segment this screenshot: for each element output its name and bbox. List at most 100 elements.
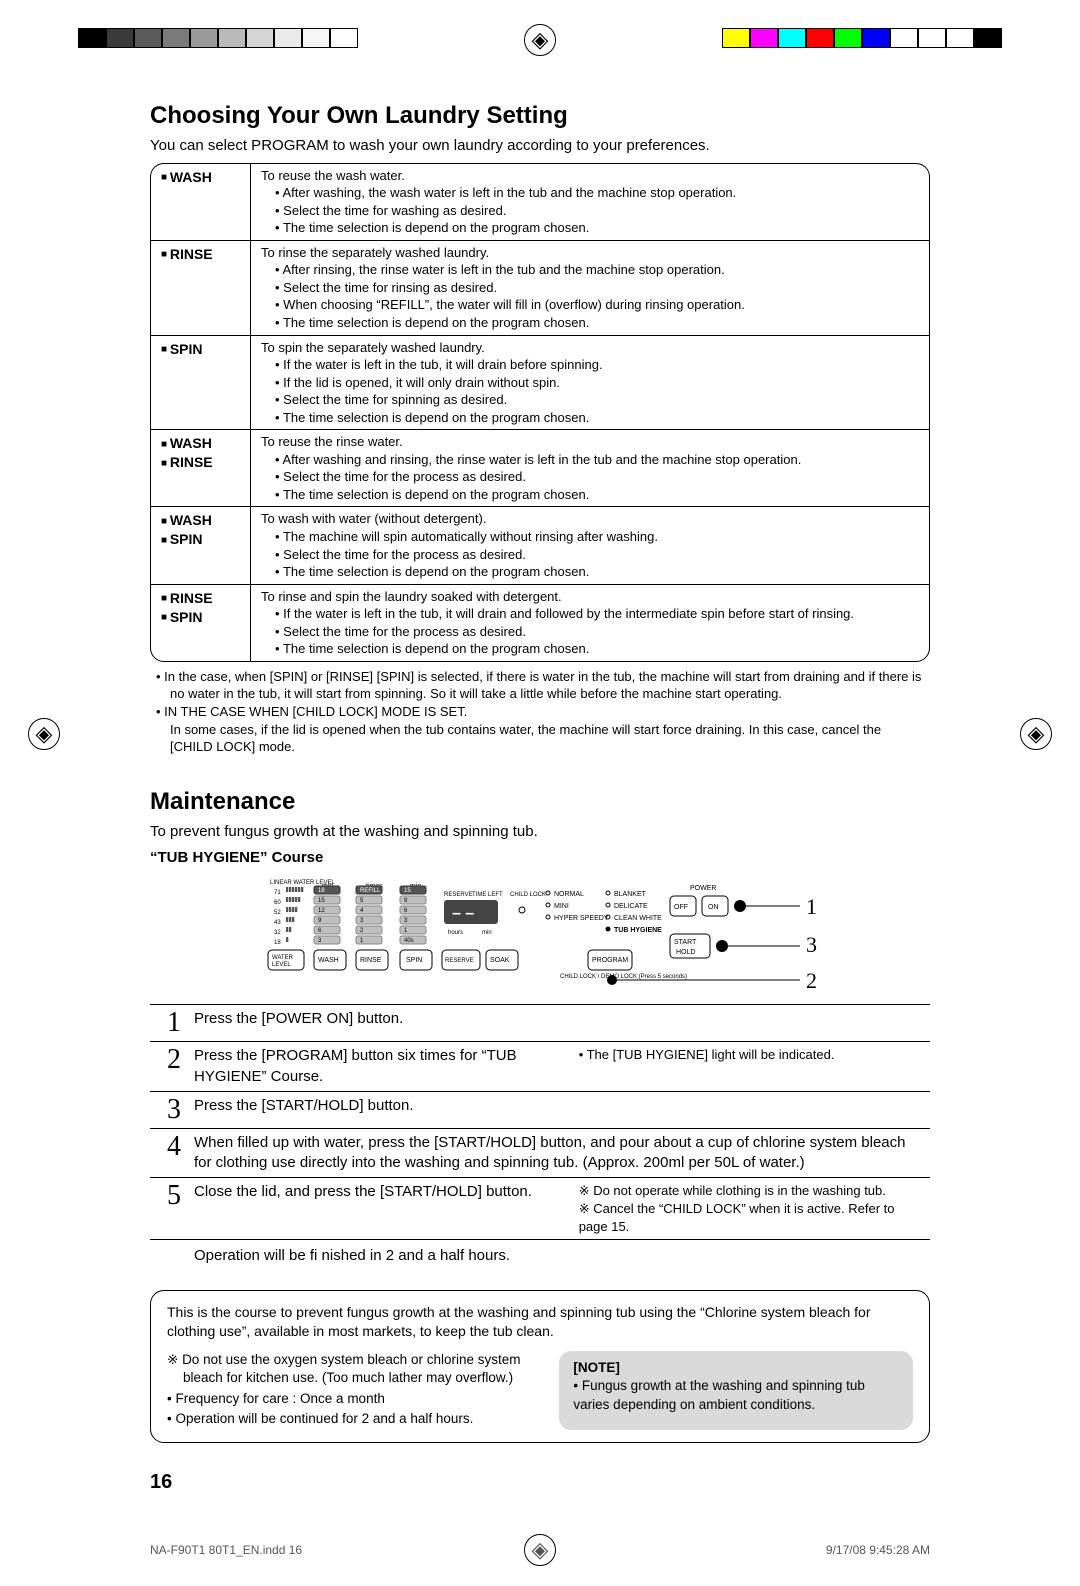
step-side-item: Do not operate while clothing is in the … — [579, 1182, 926, 1200]
program-row: WASHTo reuse the wash water.After washin… — [151, 164, 929, 240]
program-body: To rinse and spin the laundry soaked wit… — [251, 585, 929, 661]
svg-text:40s: 40s — [404, 938, 414, 944]
step-row: 3Press the [START/HOLD] button. — [150, 1092, 930, 1129]
program-lead: To reuse the wash water. — [261, 167, 919, 185]
step-side-item: Cancel the “CHILD LOCK” when it is activ… — [579, 1200, 926, 1235]
svg-text:MINI: MINI — [554, 903, 569, 910]
program-item: The time selection is depend on the prog… — [275, 640, 919, 658]
tub-hygiene-callout: This is the course to prevent fungus gro… — [150, 1290, 930, 1443]
program-item: If the water is left in the tub, it will… — [275, 605, 919, 623]
step-main: Press the [PROGRAM] button six times for… — [194, 1046, 559, 1087]
svg-text:WATER: WATER — [272, 955, 294, 961]
svg-text:NORMAL: NORMAL — [554, 891, 584, 898]
program-lead: To rinse the separately washed laundry. — [261, 244, 919, 262]
svg-text:CHILD LOCK / DEMO LOCK (Press: CHILD LOCK / DEMO LOCK (Press 5 seconds) — [560, 974, 687, 980]
callout-item: Frequency for care : Once a month — [167, 1390, 541, 1408]
callout-item: Operation will be continued for 2 and a … — [167, 1410, 541, 1428]
step-main: When filled up with water, press the [ST… — [194, 1133, 926, 1174]
print-swatch — [330, 28, 358, 48]
step-row: 5Close the lid, and press the [START/HOL… — [150, 1178, 930, 1240]
control-panel-diagram: .t6 { font: 6px Arial; } .t7 { font: 7px… — [260, 874, 820, 994]
program-item: Select the time for the process as desir… — [275, 546, 919, 564]
print-swatch — [274, 28, 302, 48]
program-label: WASHRINSE — [151, 430, 251, 506]
program-item: The time selection is depend on the prog… — [275, 409, 919, 427]
program-lead: To spin the separately washed laundry. — [261, 339, 919, 357]
program-item: When choosing “REFILL”, the water will f… — [275, 296, 919, 314]
program-item: Select the time for rinsing as desired. — [275, 279, 919, 297]
program-item: If the lid is opened, it will only drain… — [275, 374, 919, 392]
program-label-line: SPIN — [161, 340, 242, 359]
svg-text:HYPER SPEEDY: HYPER SPEEDY — [554, 915, 609, 922]
program-label-line: SPIN — [161, 608, 242, 627]
program-item: Select the time for spinning as desired. — [275, 391, 919, 409]
program-label-line: RINSE — [161, 245, 242, 264]
program-item: Select the time for the process as desir… — [275, 468, 919, 486]
svg-text:TIME LEFT: TIME LEFT — [472, 892, 503, 898]
footer-filename: NA-F90T1 80T1_EN.indd 16 — [150, 1542, 302, 1558]
step-number: 4 — [154, 1133, 194, 1161]
print-swatch — [750, 28, 778, 48]
svg-text:3: 3 — [806, 932, 817, 957]
page-number: 16 — [150, 1469, 930, 1496]
program-item: After rinsing, the rinse water is left i… — [275, 261, 919, 279]
section-intro: To prevent fungus growth at the washing … — [150, 822, 930, 842]
svg-text:RINSE: RINSE — [360, 957, 382, 964]
program-label: RINSE — [151, 241, 251, 335]
step-side: Do not operate while clothing is in the … — [579, 1182, 926, 1235]
footer-timestamp: 9/17/08 9:45:28 AM — [826, 1542, 930, 1558]
program-item: After washing and rinsing, the rinse wat… — [275, 451, 919, 469]
program-label-line: RINSE — [161, 453, 242, 472]
program-body: To rinse the separately washed laundry.A… — [251, 241, 929, 335]
step-row: 4When filled up with water, press the [S… — [150, 1129, 930, 1179]
program-row: RINSESPINTo rinse and spin the laundry s… — [151, 584, 929, 661]
svg-text:BLANKET: BLANKET — [614, 891, 647, 898]
step-side: • The [TUB HYGIENE] light will be indica… — [579, 1046, 926, 1087]
program-item: Select the time for washing as desired. — [275, 202, 919, 220]
print-swatch — [722, 28, 750, 48]
program-notes: In the case, when [SPIN] or [RINSE] [SPI… — [150, 662, 930, 756]
print-swatch — [106, 28, 134, 48]
program-item: The time selection is depend on the prog… — [275, 314, 919, 332]
program-item: The machine will spin automatically with… — [275, 528, 919, 546]
print-marks-top: ◈ — [0, 0, 1080, 70]
print-swatch — [890, 28, 918, 48]
print-swatch — [246, 28, 274, 48]
svg-text:SPIN: SPIN — [406, 957, 422, 964]
svg-text:18: 18 — [318, 888, 325, 894]
svg-text:CLEAN WHITE: CLEAN WHITE — [614, 915, 662, 922]
section-title: Maintenance — [150, 786, 930, 818]
subsection-title: “TUB HYGIENE” Course — [150, 848, 930, 868]
print-swatch — [190, 28, 218, 48]
program-item: If the water is left in the tub, it will… — [275, 356, 919, 374]
print-swatch — [302, 28, 330, 48]
svg-text:OFF: OFF — [674, 904, 688, 911]
svg-text:ON: ON — [708, 904, 719, 911]
svg-text:1: 1 — [806, 894, 817, 919]
step-number: 3 — [154, 1096, 194, 1124]
program-item: The time selection is depend on the prog… — [275, 219, 919, 237]
program-row: WASHRINSETo reuse the rinse water.After … — [151, 429, 929, 506]
svg-text:hours: hours — [448, 930, 463, 936]
program-item: After washing, the wash water is left in… — [275, 184, 919, 202]
program-row: SPIN To spin the separately washed laundr… — [151, 335, 929, 430]
print-swatch — [834, 28, 862, 48]
program-row: WASHSPINTo wash with water (without dete… — [151, 506, 929, 583]
program-body: To reuse the rinse water.After washing a… — [251, 430, 929, 506]
program-label: WASHSPIN — [151, 507, 251, 583]
print-swatch — [946, 28, 974, 48]
svg-text:RESERVE: RESERVE — [445, 958, 474, 964]
program-notes-trail: In some cases, if the lid is opened when… — [156, 721, 924, 756]
svg-text:RESERVE: RESERVE — [444, 892, 473, 898]
program-table: WASHTo reuse the wash water.After washin… — [150, 163, 930, 662]
svg-text:min: min — [482, 930, 492, 936]
registration-mark-icon: ◈ — [524, 1534, 556, 1566]
step-main: Press the [POWER ON] button. — [194, 1009, 926, 1029]
svg-text:2: 2 — [806, 968, 817, 993]
svg-text:DELICATE: DELICATE — [614, 903, 648, 910]
svg-text:PROGRAM: PROGRAM — [592, 957, 628, 964]
program-item: The time selection is depend on the prog… — [275, 563, 919, 581]
program-row: RINSE To rinse the separately washed laun… — [151, 240, 929, 335]
registration-mark-icon: ◈ — [524, 24, 556, 56]
svg-text:TUB HYGIENE: TUB HYGIENE — [614, 927, 662, 934]
